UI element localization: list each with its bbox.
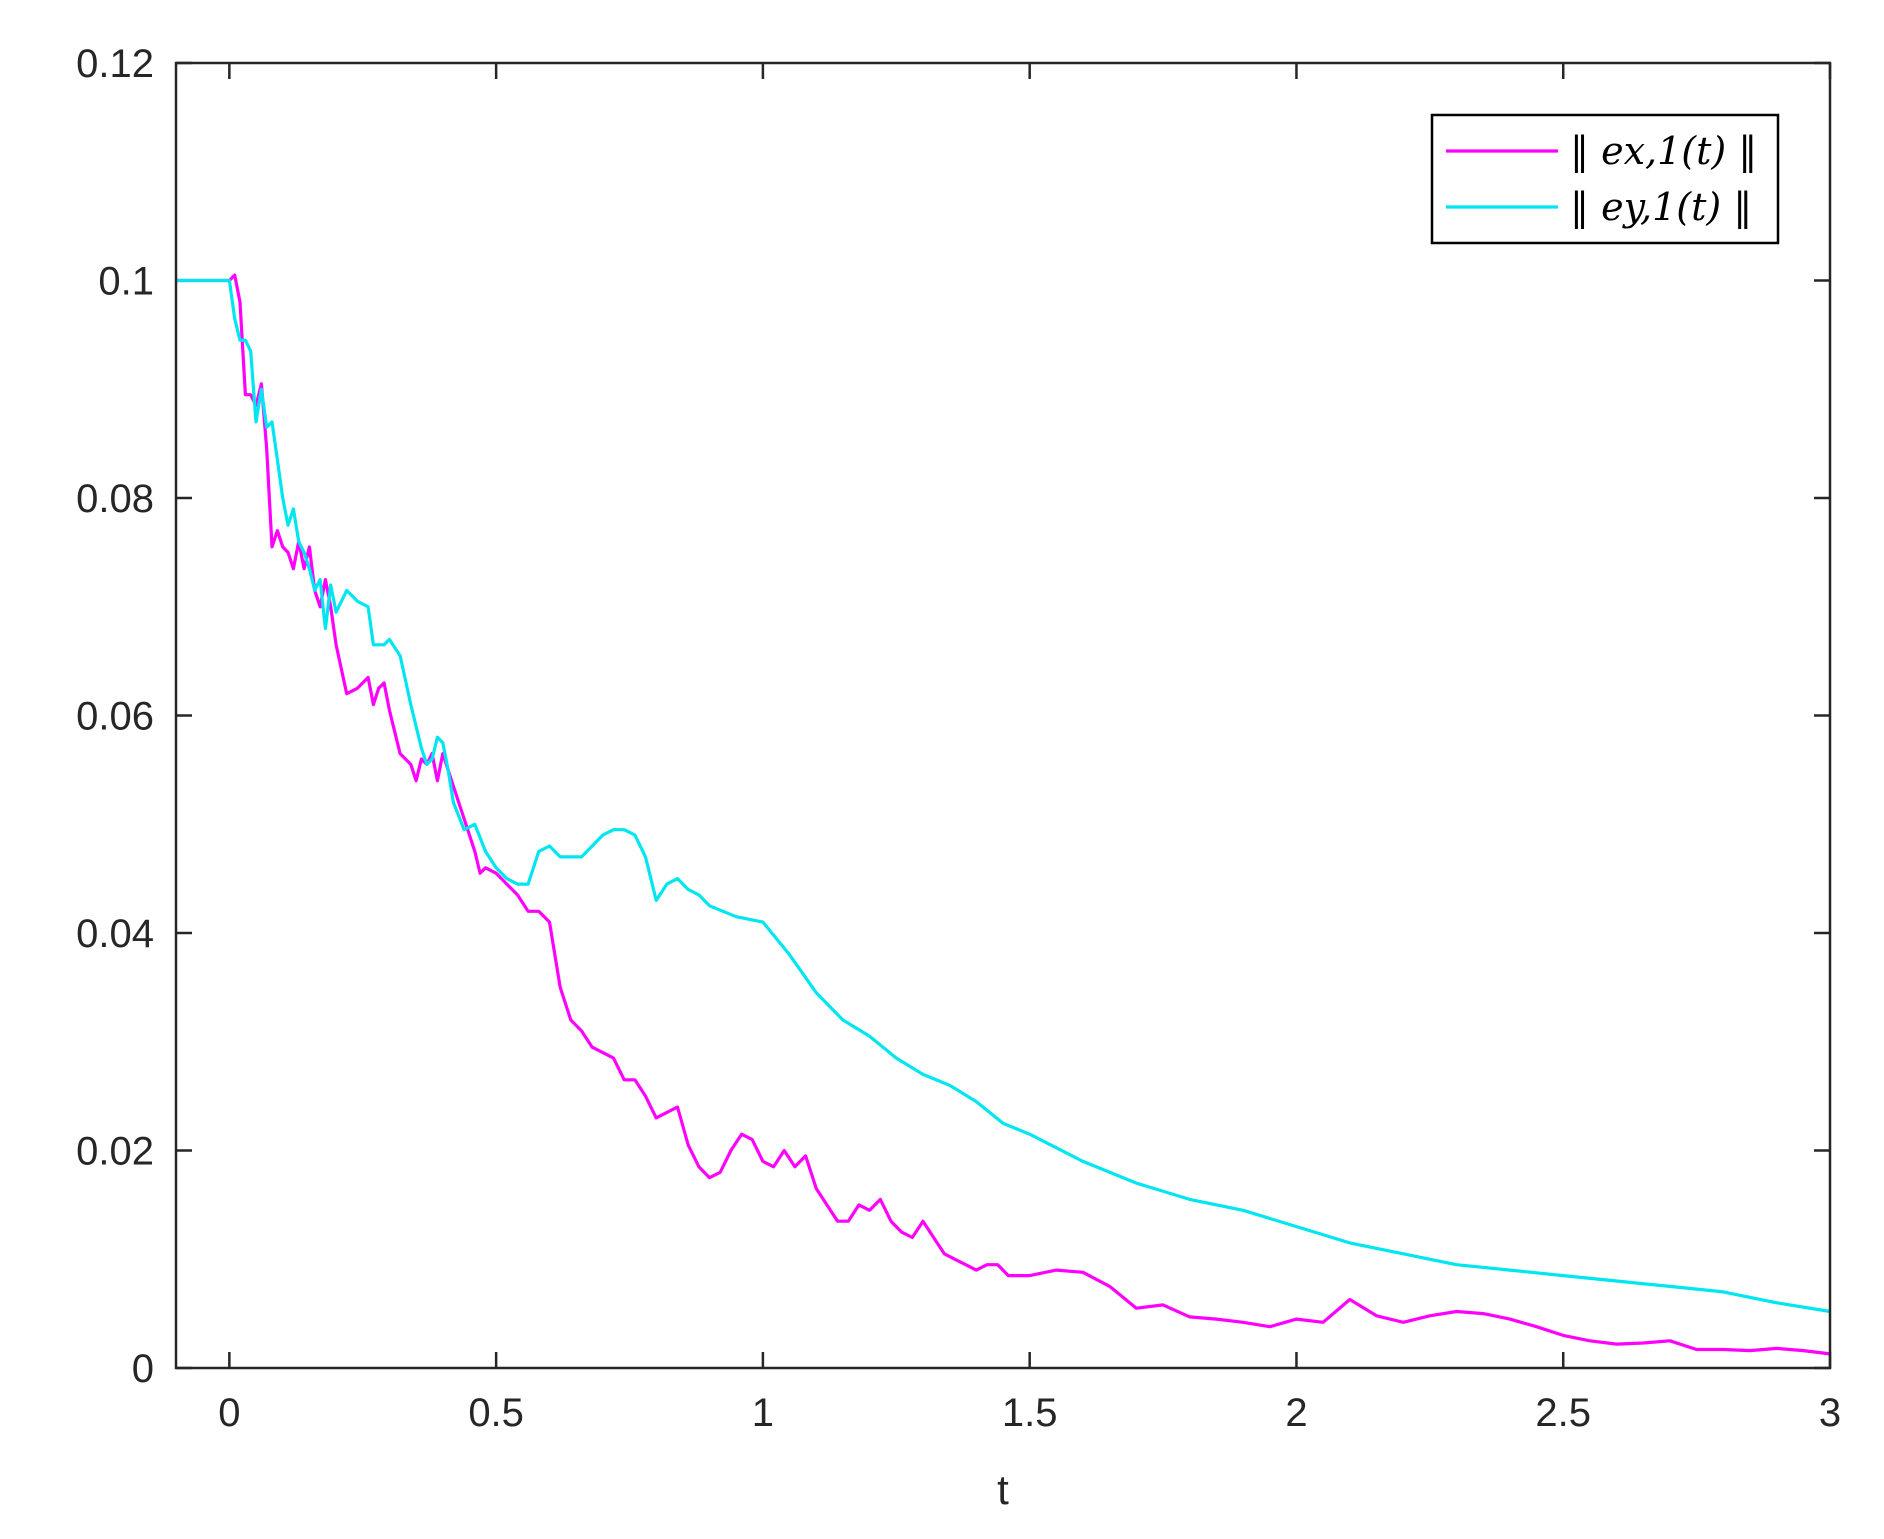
y-axis-ticks: 0 0.02 0.04 0.06 0.08 0.1 0.12 <box>76 42 1830 1391</box>
x-axis-ticks: 0 0.5 1 1.5 2 2.5 3 <box>218 63 1841 1435</box>
y-tick-label: 0.06 <box>76 695 154 739</box>
x-tick-label: 0.5 <box>468 1391 524 1435</box>
x-tick-label: 2.5 <box>1535 1391 1591 1435</box>
x-tick-label: 1.5 <box>1002 1391 1058 1435</box>
x-tick-label: 2 <box>1285 1391 1307 1435</box>
x-axis-label: t <box>997 1466 1009 1513</box>
y-tick-label: 0 <box>132 1347 154 1391</box>
legend-box <box>1430 113 1780 245</box>
y-tick-label: 0.08 <box>76 477 154 521</box>
plot-frame <box>174 61 1832 1370</box>
legend: ‖ ex,1(t) ‖ ‖ ey,1(t) ‖ <box>1430 113 1780 245</box>
series-line-1 <box>176 273 1831 1356</box>
y-tick-label: 0.1 <box>98 260 154 304</box>
series-line-2 <box>176 278 1831 1314</box>
y-tick-label: 0.02 <box>76 1130 154 1174</box>
x-tick-label: 0 <box>218 1391 240 1435</box>
x-tick-label: 3 <box>1819 1391 1841 1435</box>
y-tick-label: 0.12 <box>76 42 154 86</box>
series-lines <box>176 273 1831 1356</box>
y-tick-label: 0.04 <box>76 912 154 956</box>
legend-label-2: ‖ ey,1(t) ‖ <box>1570 185 1752 229</box>
x-tick-label: 1 <box>752 1391 774 1435</box>
legend-label-1: ‖ ex,1(t) ‖ <box>1570 129 1757 173</box>
